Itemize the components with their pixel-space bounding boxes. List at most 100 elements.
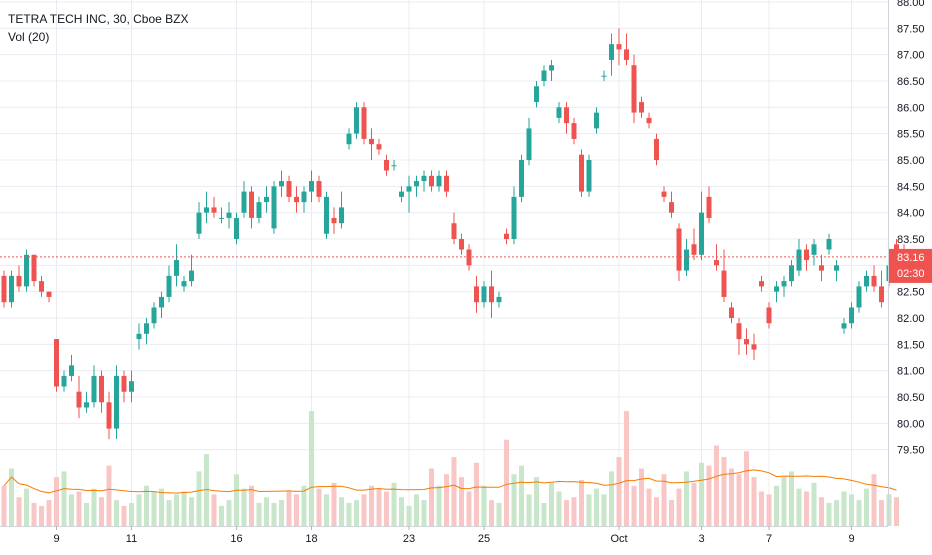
volume-bar — [796, 488, 802, 526]
candle-body — [84, 402, 89, 408]
candle-body — [646, 117, 652, 124]
candle-body — [474, 286, 479, 303]
candle-body — [256, 202, 262, 218]
candle-body — [189, 270, 194, 282]
volume-bar — [181, 491, 187, 526]
candle-body — [294, 196, 299, 203]
candle-body — [39, 281, 44, 292]
price-tick-label: 85.50 — [897, 129, 925, 141]
time-axis[interactable]: 9 11 16 18 23 25 Oct 3 7 9 — [53, 526, 855, 545]
candle-body — [639, 102, 644, 113]
candle-body — [856, 286, 862, 308]
volume-bar — [864, 488, 869, 526]
volume-bar — [474, 462, 479, 526]
candle-body — [121, 375, 127, 392]
candle-body — [421, 175, 427, 182]
volume-bar — [339, 497, 344, 526]
volume-bar — [316, 488, 322, 526]
volume-bar — [586, 494, 592, 526]
candle-body — [309, 181, 314, 192]
price-tick-label: 84.00 — [897, 208, 925, 220]
volume-bar — [706, 465, 712, 526]
volume-bar — [391, 482, 397, 526]
volume-bar — [781, 477, 787, 526]
candle-body — [1, 275, 7, 303]
volume-bar — [826, 503, 832, 526]
volume-bar — [189, 497, 194, 526]
volume-bar — [361, 494, 367, 526]
volume-bar — [489, 500, 494, 526]
price-tick-label: 82.50 — [897, 287, 925, 299]
price-axis[interactable]: 79.5080.0080.5081.0081.5082.0082.5083.00… — [897, 0, 925, 457]
volume-bar — [811, 482, 817, 526]
volume-bar — [661, 474, 667, 526]
candle-body — [624, 49, 629, 60]
volume-bar — [69, 494, 74, 526]
volume-bar — [804, 491, 809, 526]
price-tick-label: 81.00 — [897, 366, 925, 378]
volume-bar — [369, 485, 374, 526]
price-tick-label: 86.50 — [897, 76, 925, 88]
candle-body — [691, 244, 697, 255]
candle-body — [594, 112, 599, 129]
candle-body — [676, 228, 682, 271]
symbol-title[interactable]: TETRA TECH INC, 30, Cboe BZX — [8, 12, 189, 26]
volume-indicator-title[interactable]: Vol (20) — [8, 30, 50, 44]
candle-body — [616, 44, 622, 50]
candle-body — [46, 291, 52, 297]
volume-bar — [789, 471, 794, 526]
candle-body — [16, 275, 22, 287]
candle-body — [91, 375, 97, 403]
candle-body — [9, 275, 14, 303]
volume-bar — [511, 474, 517, 526]
candle-body — [534, 86, 539, 103]
volume-bar — [774, 485, 779, 526]
volume-bar — [481, 485, 487, 526]
volume-bar — [466, 491, 472, 526]
candle-body — [751, 344, 757, 350]
candle-body — [571, 123, 577, 139]
candles — [1, 28, 907, 440]
volume-bar — [91, 488, 97, 526]
candle-body — [699, 212, 704, 255]
volume-bar — [249, 485, 254, 526]
candle-body — [706, 196, 712, 218]
candle-body — [234, 217, 239, 239]
candle-body — [316, 181, 322, 197]
volume-bar — [264, 497, 269, 526]
chart-legend: TETRA TECH INC, 30, Cboe BZX Vol (20) — [8, 10, 189, 46]
candle-body — [114, 375, 119, 429]
time-tick-label: 7 — [766, 533, 772, 545]
candle-body — [436, 175, 442, 187]
candle-body — [399, 191, 404, 197]
volume-bar — [579, 480, 584, 526]
volume-bar — [534, 477, 539, 526]
volume-bar — [691, 482, 697, 526]
volume-bar — [541, 503, 547, 526]
price-tag-countdown: 02:30 — [897, 268, 925, 280]
volume-bar — [564, 500, 569, 526]
candle-body — [684, 249, 689, 271]
volume-bar — [61, 471, 67, 526]
volume-bar — [406, 505, 412, 526]
candle-body — [376, 144, 382, 150]
volume-bar — [196, 471, 202, 526]
volume-bar — [384, 491, 389, 526]
candle-body — [211, 207, 217, 213]
candle-body — [24, 254, 29, 287]
candle-body — [406, 186, 412, 192]
volume-bar — [849, 494, 854, 526]
candle-body — [301, 191, 307, 203]
candle-body — [69, 365, 74, 376]
volume-bar — [429, 468, 434, 526]
candle-body — [144, 323, 149, 334]
candle-body — [871, 275, 877, 287]
candle-body — [339, 207, 344, 224]
candle-body — [219, 217, 224, 219]
volume-bar — [144, 485, 149, 526]
price-tick-label: 86.00 — [897, 102, 925, 114]
volume-bar — [684, 471, 689, 526]
